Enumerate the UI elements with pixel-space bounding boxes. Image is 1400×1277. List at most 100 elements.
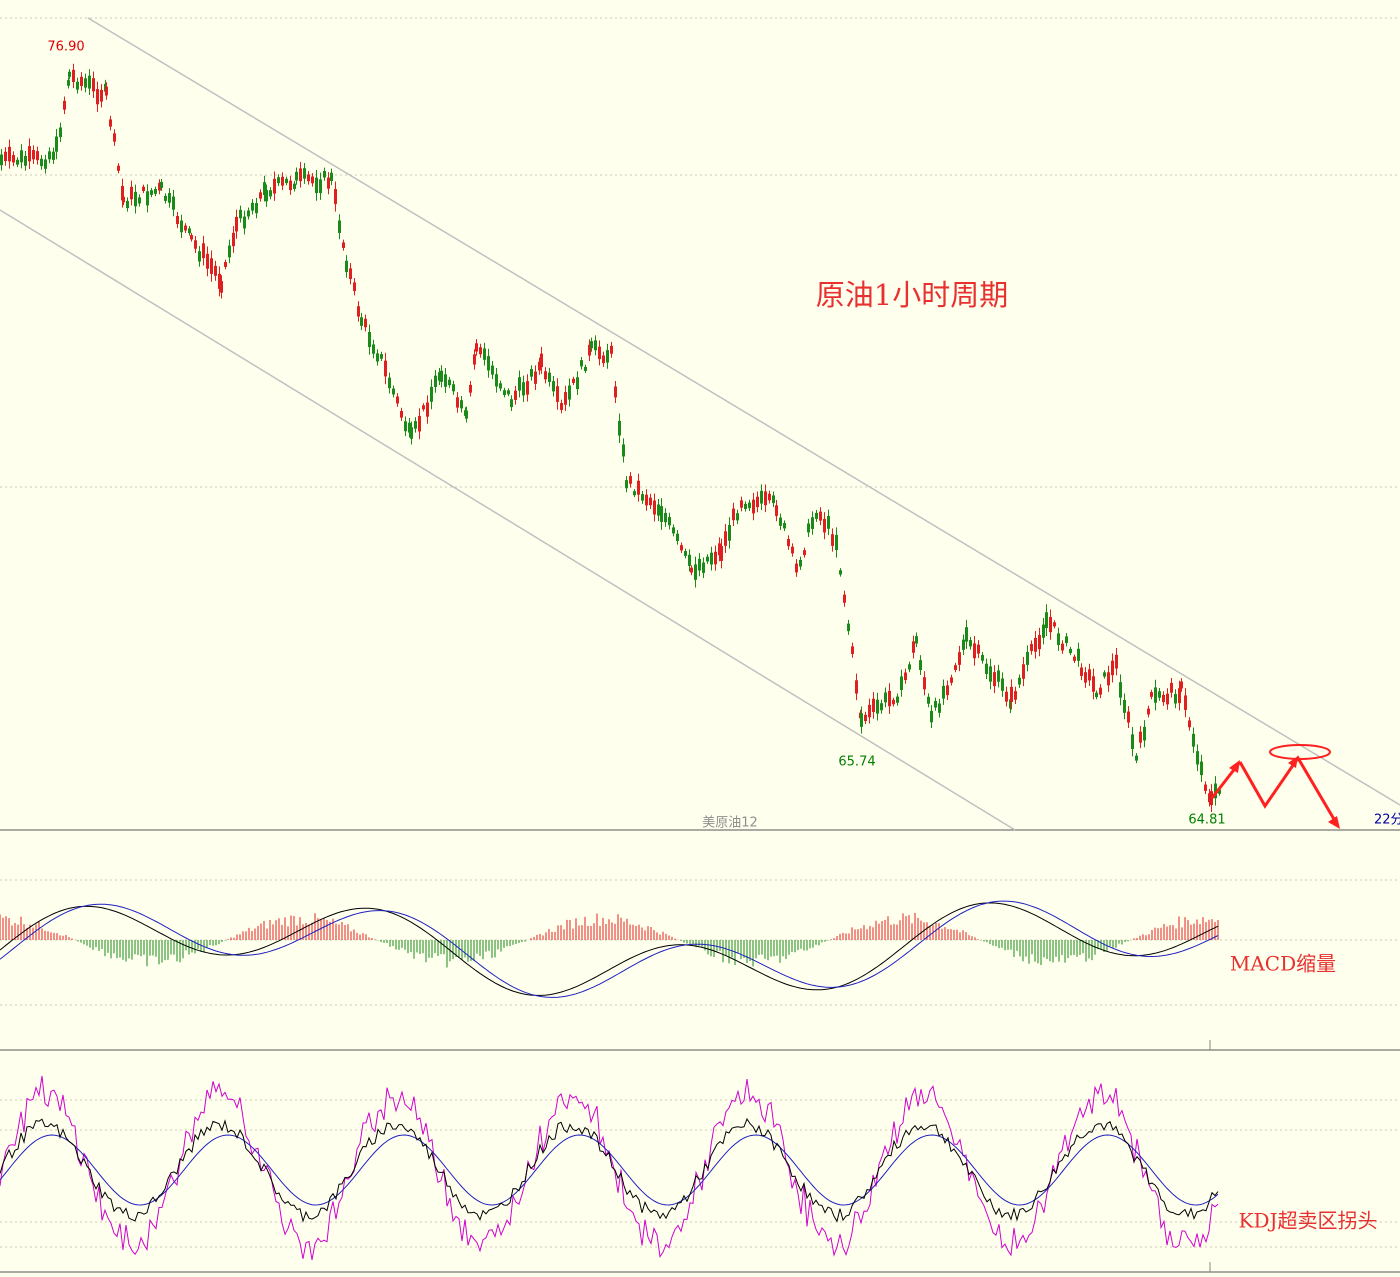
candle-body [923, 677, 926, 690]
candle-body [303, 168, 306, 179]
candle-body [560, 403, 563, 410]
candle-body [855, 680, 858, 694]
candle-body [1200, 761, 1203, 776]
candle-body [28, 146, 31, 162]
candle-body [1026, 651, 1029, 665]
macd-note: MACD缩量 [1230, 952, 1336, 976]
candle-body [752, 499, 755, 514]
candle-body [783, 523, 786, 529]
candle-body [736, 513, 739, 521]
candle-body [1107, 672, 1110, 686]
candle-body [740, 500, 743, 508]
candle-body [479, 347, 482, 355]
candle-body [1188, 720, 1191, 728]
candle-body [202, 243, 205, 259]
candle-body [1178, 688, 1181, 704]
candle-body [710, 552, 713, 565]
candle-body [1099, 687, 1102, 695]
candle-body [12, 155, 15, 163]
candle-body [68, 71, 71, 77]
candle-body [760, 490, 763, 504]
candle-body [1218, 789, 1221, 794]
candle-body [714, 551, 717, 565]
candle-body [1038, 634, 1041, 650]
candle-body [827, 515, 830, 529]
candle-body [973, 643, 976, 659]
candle-body [96, 89, 99, 105]
candle-body [180, 220, 183, 233]
candle-body [473, 354, 476, 365]
candle-body [1061, 643, 1064, 651]
candle-body [1192, 733, 1195, 747]
candle-body [584, 366, 587, 372]
candle-body [534, 371, 537, 384]
candle-body [649, 497, 652, 506]
candle-body [323, 170, 326, 178]
candle-body [868, 704, 871, 718]
candle-body [614, 386, 617, 398]
candle-body [680, 545, 683, 551]
candle-body [1069, 648, 1072, 654]
candle-body [1049, 617, 1052, 633]
candle-body [1170, 682, 1173, 693]
candle-body [724, 531, 727, 546]
candle-body [946, 685, 949, 696]
candle-body [1115, 654, 1118, 669]
candle-body [803, 550, 806, 556]
candle-body [989, 666, 992, 682]
candle-body [247, 210, 250, 217]
candle-body [172, 196, 175, 210]
candle-body [756, 496, 759, 508]
candle-body [299, 168, 302, 182]
candle-body [400, 411, 403, 418]
candle-body [499, 383, 502, 389]
candle-body [732, 508, 735, 521]
candle-body [1131, 734, 1134, 750]
candle-body [1022, 664, 1025, 679]
candle-body [273, 178, 276, 194]
macd-dea [0, 900, 1219, 998]
candle-body [368, 332, 371, 348]
candle-body [981, 654, 984, 661]
candle-body [353, 282, 356, 292]
candle-body [864, 714, 867, 722]
candle-body [289, 180, 292, 191]
candle-body [20, 150, 23, 163]
candle-body [338, 220, 341, 233]
candle-body [1005, 691, 1008, 702]
candle-body [1103, 672, 1106, 677]
high-label: 76.90 [47, 40, 84, 55]
candle-body [190, 235, 193, 240]
candle-body [1042, 624, 1045, 638]
candle-body [184, 225, 187, 231]
candle-body [188, 228, 191, 234]
candle-body [1158, 691, 1161, 698]
candle-body [807, 523, 810, 533]
candle-body [706, 556, 709, 562]
candle-body [364, 318, 367, 328]
candle-body [993, 672, 996, 687]
candle-body [969, 640, 972, 647]
candle-body [134, 191, 137, 207]
candle-body [142, 186, 145, 192]
candle-body [538, 361, 541, 371]
candle-body [495, 374, 498, 387]
candle-body [962, 639, 965, 650]
candle-body [4, 151, 7, 162]
candle-body [16, 159, 19, 165]
candle-body [243, 216, 246, 229]
candle-body [269, 190, 272, 197]
candle-body [130, 186, 133, 200]
candle-body [67, 80, 70, 86]
candle-body [319, 179, 322, 194]
candle-body [146, 191, 149, 206]
candle-body [285, 178, 288, 184]
candle-body [934, 700, 937, 708]
candle-body [52, 151, 55, 160]
candle-body [1210, 791, 1213, 806]
candle-body [618, 420, 621, 436]
candle-body [610, 345, 613, 354]
candle-body [235, 216, 238, 232]
chart-title: 原油1小时周期 [816, 278, 1008, 312]
